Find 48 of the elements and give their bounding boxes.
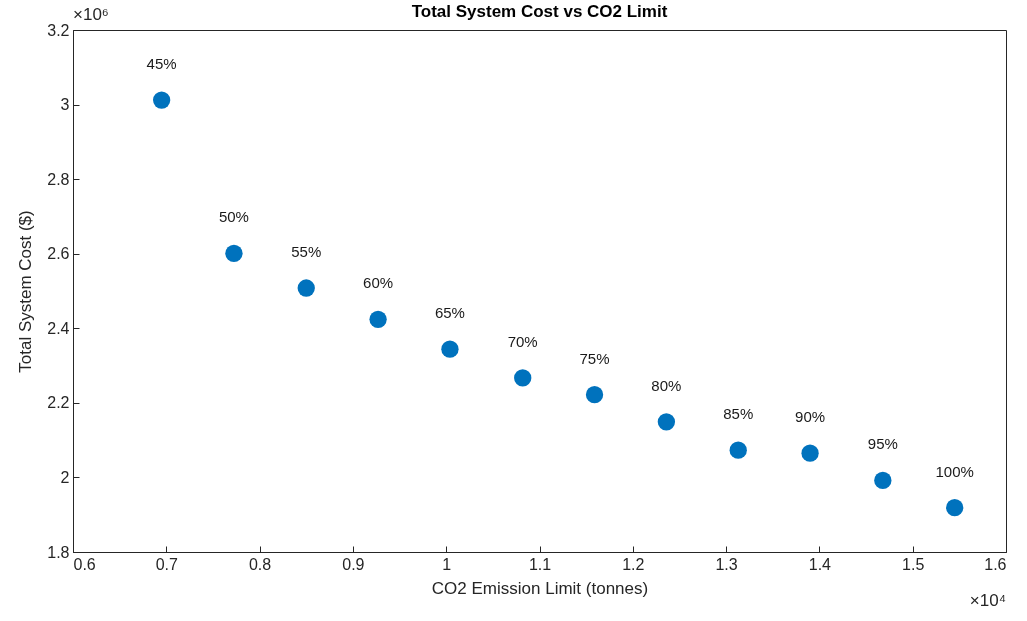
text: ×10⁴ bbox=[969, 591, 1006, 610]
x-axis-title: CO2 Emission Limit (tonnes) bbox=[431, 578, 649, 598]
point bbox=[874, 471, 892, 490]
point bbox=[801, 444, 819, 462]
point bbox=[152, 91, 171, 109]
x-tick-label: 0.9 bbox=[342, 555, 365, 573]
y-tick-label: 3.2 bbox=[47, 21, 70, 39]
x-tick-label: 0.6 bbox=[73, 555, 96, 573]
x-tick-label: 0.7 bbox=[155, 555, 179, 573]
y-tick-label: 3 bbox=[60, 96, 70, 114]
y-tick-label: 2.4 bbox=[47, 319, 70, 337]
annotation: 65% bbox=[434, 304, 465, 322]
point bbox=[946, 498, 964, 517]
x-tick-label: 1.1 bbox=[528, 555, 552, 573]
annotation: 50% bbox=[218, 208, 249, 226]
x-tick-label: 1.5 bbox=[902, 555, 925, 573]
point bbox=[729, 441, 747, 459]
y-tick-label: 2.8 bbox=[47, 170, 70, 188]
text: ×10⁶ bbox=[73, 5, 109, 24]
x-tick-label: 1.2 bbox=[622, 555, 645, 573]
point bbox=[297, 279, 315, 297]
point bbox=[225, 244, 243, 262]
annotation: 60% bbox=[363, 274, 394, 292]
point bbox=[514, 369, 532, 387]
annotation: 45% bbox=[146, 55, 177, 73]
x-tick-label: 0.8 bbox=[248, 555, 272, 573]
x-tick-label: 1.4 bbox=[808, 555, 832, 573]
y-tick-label: 1.8 bbox=[47, 543, 70, 561]
annotation: 75% bbox=[579, 349, 610, 367]
y-tick-label: 2.2 bbox=[47, 394, 70, 412]
y-axis-title: Total System Cost ($) bbox=[16, 210, 36, 373]
chart-title: Total System Cost vs CO2 Limit bbox=[411, 2, 668, 21]
annotation: 90% bbox=[795, 408, 826, 426]
point bbox=[585, 386, 604, 404]
x-tick-label: 1.3 bbox=[715, 555, 738, 573]
annotation: 80% bbox=[651, 376, 682, 394]
x-tick-label: 1.6 bbox=[984, 555, 1007, 573]
x-tick-label: 1 bbox=[442, 555, 452, 573]
annotation: 100% bbox=[935, 462, 974, 480]
y-tick-label: 2 bbox=[60, 468, 70, 486]
annotation: 85% bbox=[723, 405, 754, 423]
y-tick-label: 2.6 bbox=[47, 245, 70, 263]
point bbox=[441, 340, 459, 358]
annotation: 70% bbox=[507, 332, 538, 350]
annotation: 55% bbox=[291, 243, 322, 261]
annotation: 95% bbox=[867, 435, 898, 453]
point bbox=[657, 413, 676, 431]
point bbox=[369, 310, 387, 328]
